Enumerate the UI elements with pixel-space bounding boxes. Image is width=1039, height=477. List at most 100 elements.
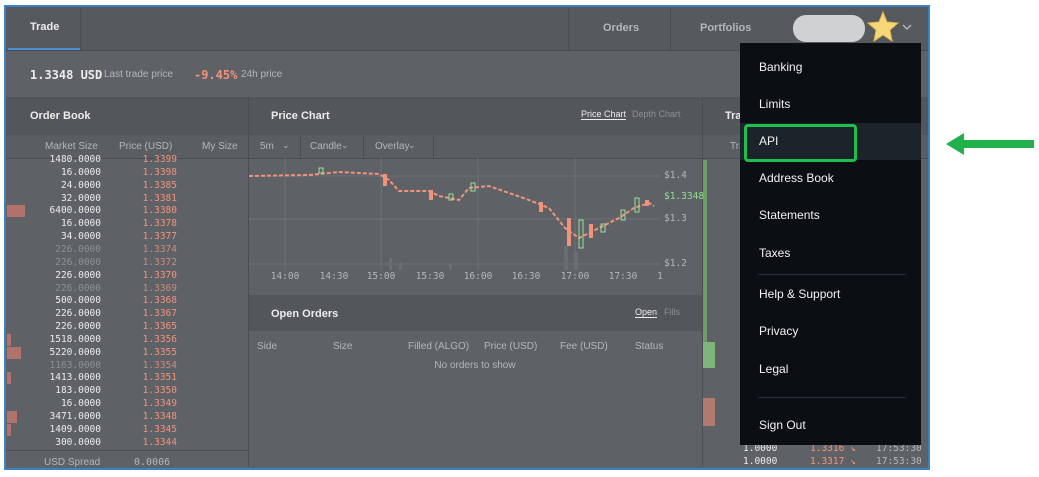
nav-tab: Trade <box>30 21 60 33</box>
column-header: Price (USD) <box>119 141 173 152</box>
order-size: 226.0000 <box>55 256 101 268</box>
last-price-label: Last trade price <box>104 69 173 80</box>
nav-tab: Orders <box>603 22 640 34</box>
order-size: 300.0000 <box>55 436 101 448</box>
avatar-pill[interactable] <box>793 15 865 42</box>
menu-item[interactable]: Banking <box>759 60 803 74</box>
menu-item[interactable]: API <box>759 134 779 148</box>
order-price: 1.3349 <box>142 398 177 410</box>
order-size: 16.0000 <box>60 398 101 410</box>
x-label: 14:00 <box>270 271 300 282</box>
chart-control[interactable]: Candle <box>310 141 342 152</box>
order-size: 226.0000 <box>55 321 101 333</box>
order-size: 1413.0000 <box>49 372 101 384</box>
order-size: 16.0000 <box>60 166 101 178</box>
menu-item[interactable]: Sign Out <box>759 418 806 432</box>
price-chart <box>249 158 660 270</box>
green-arrow <box>946 133 1034 155</box>
menu-item[interactable]: Help & Support <box>759 287 841 301</box>
menu-item[interactable]: Address Book <box>759 171 834 185</box>
y-label: $1.2 <box>664 258 687 269</box>
column-header: Side <box>257 341 278 352</box>
order-price: 1.3348 <box>142 411 177 422</box>
divider <box>433 136 434 158</box>
dropdown-caret: ⌄ <box>282 140 290 150</box>
highlight-box <box>744 124 857 162</box>
column-header: Market Size <box>45 141 98 152</box>
order-size: 34.0000 <box>60 231 101 243</box>
trade-size: 1.0000 <box>743 456 778 467</box>
order-size: 226.0000 <box>55 269 101 281</box>
order-price: 1.3344 <box>142 436 177 448</box>
order-size: 6400.0000 <box>49 205 101 217</box>
column-header: Size <box>333 341 353 352</box>
order-size: 1163.0000 <box>49 359 101 371</box>
divider <box>6 450 248 451</box>
divider <box>670 7 671 50</box>
last-price: 1.3348 USD <box>30 68 103 82</box>
trade-size: 1.0000 <box>743 443 778 454</box>
trade-price: 1.3316 ↘ <box>810 443 856 454</box>
empty-state: No orders to show <box>434 360 516 371</box>
depth-bar <box>7 411 17 423</box>
divider <box>300 136 301 158</box>
x-label: 1 <box>657 271 663 282</box>
x-label: 14:30 <box>319 271 349 282</box>
spread-label: USD Spread <box>44 457 101 468</box>
orders-tab: Fills <box>664 307 680 317</box>
menu-item[interactable]: Limits <box>759 97 791 111</box>
order-price: 1.3345 <box>142 423 177 435</box>
x-label: 16:00 <box>463 271 493 282</box>
divider <box>80 7 81 50</box>
panel-title: Price Chart <box>271 110 330 122</box>
order-price: 1.3398 <box>142 166 177 178</box>
order-price: 1.3377 <box>142 231 177 243</box>
order-price: 1.3380 <box>142 205 177 217</box>
y-label: $1.3 <box>664 213 687 224</box>
column-header: Status <box>635 341 664 352</box>
order-price: 1.3356 <box>142 333 177 345</box>
chart-control[interactable]: 5m <box>260 141 274 152</box>
x-label: 17:30 <box>608 271 638 282</box>
orders-tab: Open <box>635 307 658 318</box>
column-header: My Size <box>202 141 238 152</box>
menu-item[interactable]: Statements <box>759 208 820 222</box>
divider <box>568 7 569 50</box>
order-size: 32.0000 <box>60 192 101 204</box>
chart-control[interactable]: Overlay <box>375 141 410 152</box>
column-header: Filled (ALGO) <box>408 341 470 352</box>
order-size: 16.0000 <box>60 218 101 230</box>
menu-item-hover <box>740 123 921 160</box>
column-header: Tra <box>730 141 745 152</box>
x-label: 17:00 <box>560 271 590 282</box>
nav-tab: Portfolios <box>700 22 752 34</box>
column-header: Price (USD) <box>484 341 538 352</box>
menu-item[interactable]: Legal <box>759 362 789 376</box>
depth-bar <box>7 205 25 217</box>
dropdown-caret: ⌄ <box>408 140 416 150</box>
menu-divider <box>758 397 906 398</box>
panel-title: Tra <box>725 110 742 122</box>
menu-divider <box>758 274 906 275</box>
last-price-marker: $1.3348 <box>664 191 705 202</box>
order-price: 1.3372 <box>142 256 177 268</box>
menu-item[interactable]: Privacy <box>759 324 799 338</box>
trade-time: 17:53:30 <box>876 443 922 454</box>
trade-price: 1.3317 ↘ <box>810 456 856 467</box>
panel-title: Open Orders <box>271 308 339 320</box>
menu-item[interactable]: Taxes <box>759 246 791 260</box>
order-size: 226.0000 <box>55 282 101 294</box>
order-price: 1.3365 <box>142 321 177 333</box>
order-size: 183.0000 <box>55 385 101 397</box>
chart-tab: Price Chart <box>581 109 627 120</box>
active-tab-indicator <box>8 8 80 50</box>
trade-bar <box>703 398 715 426</box>
x-label: 15:00 <box>366 271 396 282</box>
order-size: 3471.0000 <box>49 411 101 422</box>
order-price: 1.3381 <box>142 192 177 204</box>
order-price: 1.3354 <box>142 359 177 371</box>
depth-bar <box>7 334 11 346</box>
depth-bar <box>7 347 21 359</box>
price-change: -9.45% <box>194 68 238 82</box>
